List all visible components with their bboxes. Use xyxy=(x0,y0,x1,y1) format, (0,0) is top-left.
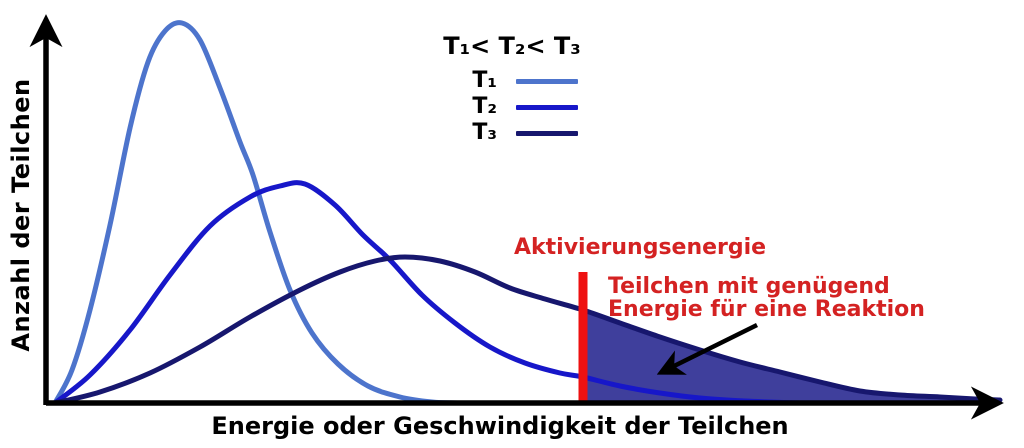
activation-energy-label: Aktivierungsenergie xyxy=(514,235,767,260)
curve-T₃ xyxy=(52,254,1003,406)
activation-energy-line xyxy=(578,272,588,405)
curve-T₁ xyxy=(52,20,461,406)
distribution-curves-layer xyxy=(52,20,1003,406)
annotation-arrow-layer xyxy=(656,322,758,375)
curve-T₂ xyxy=(52,180,803,406)
activation-line-layer xyxy=(578,272,588,405)
reaction-region-label-line2: Energie für eine Reaktion xyxy=(608,297,925,322)
reaction-area-fill xyxy=(583,310,1000,403)
reaction-region-layer xyxy=(583,310,1000,403)
reaction-region-label: Teilchen mit genügend Energie für eine R… xyxy=(608,275,925,321)
y-axis-label: Anzahl der Teilchen xyxy=(7,78,35,352)
reaction-region-label-line1: Teilchen mit genügend xyxy=(608,274,890,299)
x-axis-label: Energie oder Geschwindigkeit der Teilche… xyxy=(211,412,789,440)
region-pointer-arrow xyxy=(656,322,758,375)
axes xyxy=(29,14,1004,420)
